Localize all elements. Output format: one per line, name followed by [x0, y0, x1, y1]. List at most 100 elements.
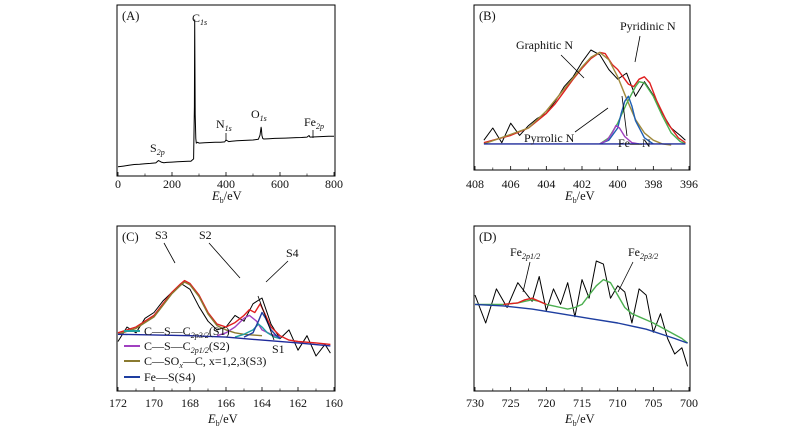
- panel-b-x-tick-label: 408: [466, 177, 484, 191]
- pointer-s1: [257, 295, 275, 341]
- label-fe-n: Fe—N: [618, 136, 651, 150]
- panel-d-x-tick-label: 725: [502, 396, 520, 410]
- panel-c-x-ticks: 172 170 168 166 164 162 160: [109, 387, 343, 410]
- panel-a-x-ticks: 0 200 400 600 800: [115, 172, 343, 191]
- pointer-pyridinic-n: [634, 35, 641, 63]
- panel-b-series: [483, 49, 686, 146]
- panel-a-series: [117, 19, 335, 168]
- peak-label-s2p: S2p: [150, 141, 165, 157]
- panel-b-x-tick-label: 400: [609, 177, 627, 191]
- panel-c-x-tick-label: 166: [217, 396, 235, 410]
- panel-c-x-tick-label: 172: [109, 396, 127, 410]
- legend-item-s3: C—SOx—C, x=1,2,3(S3): [124, 354, 266, 370]
- pointer-fe2p-three-half: [617, 261, 634, 293]
- pointer-s3: [163, 242, 176, 264]
- panel-b-series-graphitic-n: [483, 51, 672, 146]
- pointer-s4: [265, 260, 289, 283]
- panel-a-x-tick-label: 400: [217, 177, 235, 191]
- label-s4: S4: [286, 246, 299, 260]
- legend-label-s2: C—S—C2p1/2(S2): [144, 339, 230, 355]
- panel-c-annotations: S3 S2 S4 S1: [155, 228, 299, 356]
- panel-c: (C) 172 170 168 166 164 162 160 S3 S2 S4 S1 C—…: [109, 225, 343, 428]
- panel-d-x-ticks: 730 725 720 715 710 705 700: [466, 387, 698, 410]
- panel-a-x-axis-title: Eb/eV: [211, 189, 242, 205]
- panel-c-series-baseline: [117, 333, 331, 347]
- peak-label-fe2p: Fe2p: [304, 115, 324, 131]
- panel-a-series-spectrum: [117, 19, 335, 168]
- panel-d-x-tick-label: 715: [573, 396, 591, 410]
- panel-d: (D) 730 725 720 715 710 705 700 Fe2p1/2 Fe2p3/…: [466, 225, 698, 428]
- panel-a-x-tick-label: 800: [325, 177, 343, 191]
- panel-b-x-ticks: 408 406 404 402 400 398 396: [466, 166, 698, 191]
- panel-b-series-fe-n: [599, 95, 654, 145]
- legend-label-s3: C—SOx—C, x=1,2,3(S3): [144, 354, 266, 370]
- panel-d-x-tick-label: 730: [466, 396, 484, 410]
- panel-d-label: (D): [479, 230, 496, 244]
- panel-c-x-tick-label: 162: [289, 396, 307, 410]
- pointer-pyrrolic-n: [574, 107, 609, 133]
- panel-b: (B) 408 406 404 402 400 398 396 Graphitic N Py…: [466, 4, 698, 205]
- panel-c-series-envelope: [117, 279, 331, 346]
- legend-item-s2: C—S—C2p1/2(S2): [124, 339, 230, 355]
- label-s3: S3: [155, 228, 168, 242]
- panel-d-series-baseline: [474, 303, 688, 344]
- panel-d-x-axis-title: Eb/eV: [564, 412, 595, 428]
- label-pyridinic-n: Pyridinic N: [620, 19, 676, 33]
- panel-b-x-tick-label: 406: [502, 177, 520, 191]
- panel-d-annotations: Fe2p1/2 Fe2p3/2: [510, 245, 658, 293]
- legend-item-s1: C—S—C2p3/2(S1): [124, 324, 230, 340]
- panel-c-series: [117, 279, 331, 357]
- peak-label-c1s: C1s: [192, 11, 207, 27]
- legend-label-s4: Fe—S(S4): [144, 370, 195, 384]
- panel-d-x-tick-label: 700: [680, 396, 698, 410]
- panel-b-series-pyrrolic-n: [599, 124, 640, 145]
- panel-c-x-tick-label: 164: [253, 396, 271, 410]
- panel-c-x-tick-label: 168: [181, 396, 199, 410]
- panel-b-annotations: Graphitic N Pyridinic N Pyrrolic N Fe—N: [516, 19, 676, 150]
- pointer-s2: [208, 242, 241, 279]
- panel-d-frame: [473, 225, 691, 392]
- pointer-fe-n: [621, 95, 628, 137]
- panel-b-x-axis-title: Eb/eV: [564, 189, 595, 205]
- panel-c-x-tick-label: 170: [145, 396, 163, 410]
- legend-item-s4: Fe—S(S4): [124, 370, 195, 384]
- label-graphitic-n: Graphitic N: [516, 38, 573, 52]
- panel-d-x-tick-label: 705: [644, 396, 662, 410]
- panel-a-x-tick-label: 0: [115, 177, 121, 191]
- legend-label-s1: C—S—C2p3/2(S1): [144, 324, 230, 340]
- panel-d-series-fe-2p1-2-fit: [475, 278, 689, 344]
- panel-a: (A) 0 200 400 600 800 S2p C1s N1s O1s Fe2p E…: [115, 4, 343, 205]
- panel-b-x-tick-label: 398: [644, 177, 662, 191]
- panel-b-x-tick-label: 402: [573, 177, 591, 191]
- panel-b-label: (B): [479, 9, 496, 23]
- label-fe2p-half: Fe2p1/2: [510, 245, 540, 261]
- panel-a-x-tick-label: 200: [163, 177, 181, 191]
- panel-d-series: [474, 260, 689, 367]
- panel-c-label: (C): [122, 230, 139, 244]
- panel-c-legend: C—S—C2p3/2(S1) C—S—C2p1/2(S2) C—SOx—C, x…: [124, 324, 266, 384]
- panel-d-series-raw: [474, 260, 689, 367]
- panel-b-x-tick-label: 404: [537, 177, 555, 191]
- peak-label-o1s: O1s: [251, 107, 267, 123]
- panel-d-series-envelope: [503, 297, 547, 306]
- pointer-fe2p-half: [522, 261, 531, 293]
- panel-c-series-c-sox-c-s3: [117, 281, 263, 337]
- label-s2: S2: [199, 228, 212, 242]
- panel-a-x-tick-label: 600: [271, 177, 289, 191]
- panel-c-x-tick-label: 160: [325, 396, 343, 410]
- panel-b-x-tick-label: 396: [680, 177, 698, 191]
- panel-b-series-envelope: [483, 51, 686, 144]
- peak-label-n1s: N1s: [216, 117, 232, 133]
- pointer-graphitic-n: [560, 54, 585, 79]
- panel-c-series-c-s-c-2p3-2-s1: [234, 323, 281, 340]
- panel-a-label: (A): [122, 9, 139, 23]
- label-fe2p-three-half: Fe2p3/2: [628, 245, 658, 261]
- panel-d-x-tick-label: 720: [537, 396, 555, 410]
- panel-c-x-axis-title: Eb/eV: [207, 412, 238, 428]
- panel-d-x-tick-label: 710: [609, 396, 627, 410]
- label-s1: S1: [272, 342, 285, 356]
- panel-a-annotations: S2p C1s N1s O1s Fe2p: [150, 11, 324, 157]
- panel-c-series-fe-s-s4: [243, 311, 281, 340]
- label-pyrrolic-n: Pyrrolic N: [524, 131, 575, 145]
